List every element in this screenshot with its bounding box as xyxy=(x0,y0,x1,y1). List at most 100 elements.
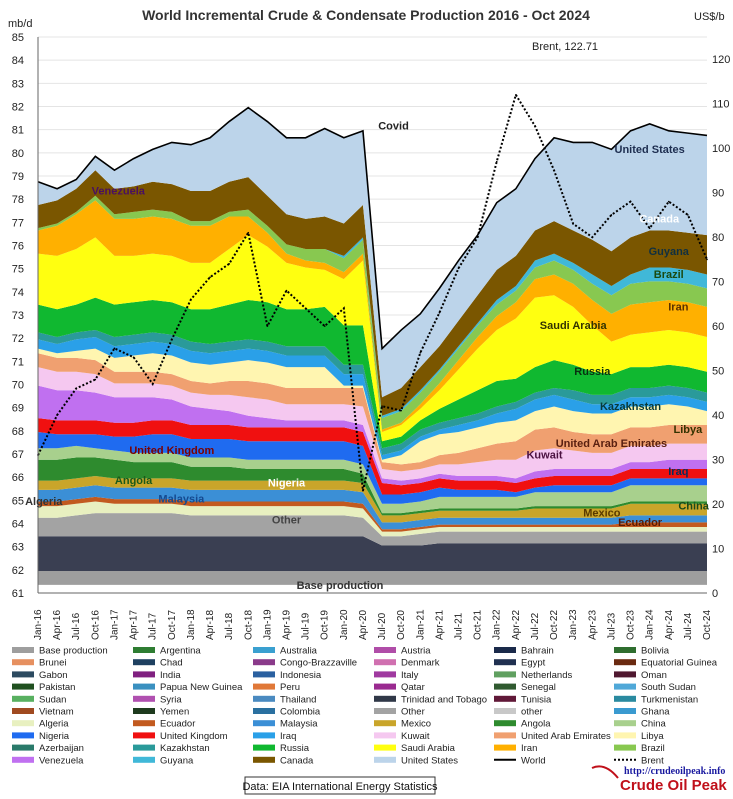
legend-swatch xyxy=(374,659,396,666)
x-axis: Jan-16 Apr-16 Jul-16 Oct-16 Jan-17 Apr-17 Jul-… xyxy=(33,592,713,640)
legend-item: Trinidad and Tobago xyxy=(374,694,487,705)
legend-swatch xyxy=(12,756,34,763)
label-algeria: Algeria xyxy=(25,496,63,508)
legend-label: Trinidad and Tobago xyxy=(401,694,487,705)
x-tick-label: Apr-20 xyxy=(358,610,369,640)
legend-item: Iraq xyxy=(253,731,296,742)
legend-item: Italy xyxy=(374,670,419,681)
label-mexico: Mexico xyxy=(583,508,621,520)
legend-item: Other xyxy=(374,707,425,718)
legend-swatch xyxy=(253,720,275,727)
x-tick-label: Oct-16 xyxy=(90,610,101,640)
legend-item: Iran xyxy=(494,743,537,754)
legend-item: Brazil xyxy=(614,743,665,754)
brent-point xyxy=(247,231,250,234)
brent-point xyxy=(209,276,211,278)
legend-label: Ghana xyxy=(641,707,670,718)
label-iraq: Iraq xyxy=(668,466,688,478)
brent-point xyxy=(534,125,536,127)
label-libya: Libya xyxy=(674,424,704,436)
legend-swatch xyxy=(374,695,396,702)
legend-item: Sudan xyxy=(12,694,66,705)
brent-peak-annotation: Brent, 122.71 xyxy=(532,41,598,53)
legend-swatch xyxy=(614,744,636,751)
legend-label: Kazakhstan xyxy=(160,743,210,754)
legend-swatch xyxy=(374,683,396,690)
legend-swatch xyxy=(12,708,34,714)
area-mexico xyxy=(38,476,707,523)
y-left-tick-label: 73 xyxy=(12,310,24,322)
legend-swatch xyxy=(133,732,155,739)
x-tick-label: Jan-23 xyxy=(568,609,579,640)
legend-swatch xyxy=(12,671,34,678)
legend-swatch xyxy=(614,695,636,702)
brent-point xyxy=(362,489,364,492)
legend-label: Other xyxy=(401,707,425,718)
legend-item: Libya xyxy=(614,731,664,742)
x-tick-label: Jan-16 xyxy=(33,609,44,640)
legend-label: Saudi Arabia xyxy=(401,743,456,754)
legend-swatch xyxy=(494,744,516,751)
y-axis-right: 0 10 20 30 40 50 60 70 80 90 100 110 120 xyxy=(712,54,730,600)
brent-line xyxy=(37,92,708,491)
brent-point xyxy=(648,227,651,230)
label-venezuela: Venezuela xyxy=(92,186,146,198)
legend-swatch xyxy=(374,647,396,653)
legend-item: Gabon xyxy=(12,670,68,681)
legend-swatch xyxy=(133,720,155,727)
legend-label: Austria xyxy=(401,646,431,657)
label-kazakhstan: Kazakhstan xyxy=(600,401,661,413)
area-base-production xyxy=(38,570,707,585)
chart-title: World Incremental Crude & Condensate Pro… xyxy=(142,7,590,23)
legend-swatch xyxy=(374,744,396,751)
legend-swatch xyxy=(12,659,34,666)
legend-item: World xyxy=(494,755,546,766)
legend-label: Malaysia xyxy=(280,719,318,730)
legend-swatch xyxy=(494,647,516,653)
legend-swatch xyxy=(253,647,275,653)
area-iran xyxy=(38,200,707,432)
legend-swatch xyxy=(253,671,275,678)
label-canada: Canada xyxy=(639,213,680,225)
label-china: China xyxy=(678,501,709,513)
brent-point xyxy=(400,409,402,412)
legend-swatch xyxy=(253,659,275,666)
brent-point xyxy=(171,338,173,341)
x-tick-label: Apr-22 xyxy=(511,610,522,640)
label-ecuador: Ecuador xyxy=(618,517,663,529)
x-tick-label: Jan-20 xyxy=(339,609,350,640)
y-right-tick-label: 70 xyxy=(712,277,724,289)
legend-item: Equatorial Guinea xyxy=(614,658,718,669)
legend-label: Azerbaijan xyxy=(39,743,84,754)
legend-item: Bolivia xyxy=(614,646,670,657)
legend-swatch xyxy=(133,744,155,751)
x-tick-label: Apr-16 xyxy=(52,610,63,640)
legend-label: Iran xyxy=(521,743,537,754)
legend-label: Brent xyxy=(641,755,664,766)
brent-point xyxy=(553,169,555,172)
x-tick-label: Jul-18 xyxy=(224,612,235,640)
x-tick-label: Apr-18 xyxy=(205,610,216,640)
x-tick-label: Oct-17 xyxy=(167,610,178,640)
brent-point xyxy=(495,160,498,163)
y-left-tick-label: 70 xyxy=(12,380,24,392)
label-united-states: United States xyxy=(615,144,685,156)
area-ecuador xyxy=(38,496,707,532)
y-left-tick-label: 71 xyxy=(12,356,24,368)
x-tick-label: Jul-16 xyxy=(71,612,82,640)
legend-label: Nigeria xyxy=(39,731,70,742)
y-left-unit: mb/d xyxy=(8,18,32,30)
legend-item: Bahrain xyxy=(494,646,554,657)
legend-label: Bahrain xyxy=(521,646,554,657)
legend-label: Kuwait xyxy=(401,731,430,742)
brent-point xyxy=(667,200,670,203)
legend-swatch xyxy=(253,732,275,739)
legend-swatch xyxy=(374,756,396,763)
legend-swatch xyxy=(133,708,155,714)
y-left-tick-label: 69 xyxy=(12,403,24,415)
legend-label: Ecuador xyxy=(160,719,195,730)
legend-item: Canada xyxy=(253,755,314,766)
area-united-arab-emirates xyxy=(38,353,707,472)
legend-item: Turkmenistan xyxy=(614,694,698,705)
legend-label: Libya xyxy=(641,731,664,742)
